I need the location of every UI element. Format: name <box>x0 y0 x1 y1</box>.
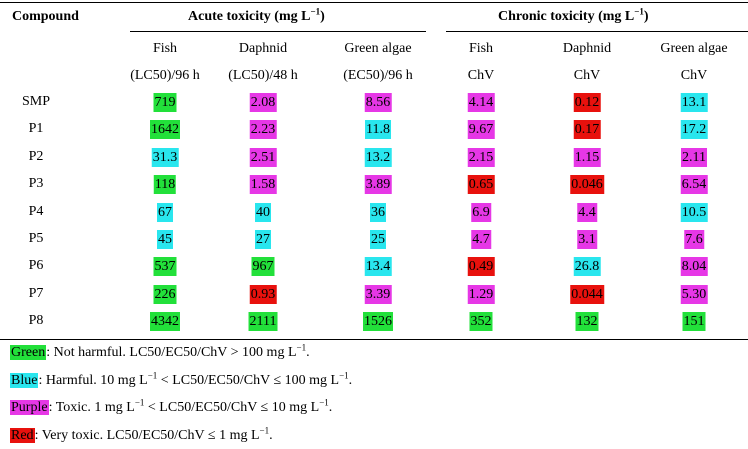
table-cell: 4.14 <box>467 93 495 112</box>
column-organism: Fish <box>468 41 494 56</box>
column-metric: (EC50)/96 h <box>343 68 413 83</box>
table-cell: 0.044 <box>570 284 604 304</box>
bottom-rule <box>0 339 748 340</box>
acute-underline <box>130 31 426 32</box>
row-label: P3 <box>28 176 44 192</box>
column-organism: Daphnid <box>562 41 612 56</box>
table-cell: 6.9 <box>471 202 491 222</box>
column-organism: Green algae <box>660 41 728 56</box>
table-cell: 2.15 <box>467 147 495 167</box>
legend-item: Red: Very toxic. LC50/EC50/ChV ≤ 1 mg L−… <box>10 424 273 443</box>
column-metric: (LC50)/96 h <box>130 68 200 83</box>
column-metric: ChV <box>467 68 495 83</box>
table-cell: 9.67 <box>467 120 495 140</box>
table-cell: 0.65 <box>467 175 495 195</box>
table-cell: 45 <box>157 230 173 249</box>
chronic-underline <box>446 31 748 32</box>
column-metric: ChV <box>573 68 601 83</box>
table-cell: 5.30 <box>680 284 708 304</box>
table-cell: 4342 <box>150 312 180 332</box>
header-acute: Acute toxicity (mg L−1) <box>188 6 325 24</box>
column-organism: Daphnid <box>238 41 288 56</box>
row-label: P5 <box>28 231 44 246</box>
table-cell: 151 <box>682 312 706 332</box>
table-cell: 2.51 <box>249 147 277 167</box>
table-cell: 13.1 <box>680 93 708 112</box>
row-label: P4 <box>28 203 44 219</box>
table-cell: 1642 <box>150 120 180 140</box>
column-organism: Green algae <box>344 41 412 56</box>
table-cell: 352 <box>469 312 493 332</box>
table-cell: 17.2 <box>680 120 708 140</box>
table-cell: 8.56 <box>364 93 392 112</box>
legend-item: Purple: Toxic. 1 mg L−1 < LC50/EC50/ChV … <box>10 397 333 415</box>
table-cell: 537 <box>153 257 177 277</box>
table-cell: 3.39 <box>364 284 392 304</box>
column-metric: ChV <box>680 68 708 83</box>
table-cell: 27 <box>255 230 271 249</box>
table-cell: 0.17 <box>573 120 601 140</box>
table-cell: 1.58 <box>249 175 277 195</box>
header-compound: Compound <box>12 9 79 24</box>
table-cell: 25 <box>370 230 386 249</box>
legend-swatch-word: Blue <box>10 372 39 388</box>
table-cell: 226 <box>153 284 177 304</box>
table-cell: 2.08 <box>249 93 277 112</box>
table-cell: 67 <box>157 202 173 222</box>
table-cell: 0.12 <box>573 93 601 112</box>
table-cell: 2.23 <box>249 120 277 140</box>
table-cell: 1.29 <box>467 284 495 304</box>
column-metric: (LC50)/48 h <box>228 68 298 83</box>
table-cell: 3.89 <box>364 175 392 195</box>
table-cell: 31.3 <box>151 147 179 167</box>
row-label: P7 <box>28 285 44 301</box>
row-label: P1 <box>28 121 44 137</box>
table-cell: 0.046 <box>570 175 604 195</box>
legend-swatch-word: Red <box>10 427 35 443</box>
legend-swatch-word: Purple <box>10 400 49 415</box>
table-cell: 132 <box>575 312 599 332</box>
table-cell: 26.8 <box>573 257 601 277</box>
table-cell: 967 <box>251 257 275 277</box>
table-cell: 13.4 <box>364 257 392 277</box>
legend-item: Blue: Harmful. 10 mg L−1 < LC50/EC50/ChV… <box>10 369 353 388</box>
table-cell: 3.1 <box>577 230 597 249</box>
table-cell: 36 <box>370 202 386 222</box>
table-cell: 6.54 <box>680 175 708 195</box>
table-cell: 719 <box>153 93 177 112</box>
table-cell: 13.2 <box>364 147 392 167</box>
table-cell: 7.6 <box>684 230 704 249</box>
table-cell: 40 <box>255 202 271 222</box>
table-cell: 4.4 <box>577 202 597 222</box>
column-organism: Fish <box>152 41 178 56</box>
row-label: SMP <box>21 94 51 109</box>
table-cell: 0.49 <box>467 257 495 277</box>
table-cell: 4.7 <box>471 230 491 249</box>
row-label: P2 <box>28 148 44 164</box>
legend-swatch-word: Green <box>10 345 47 360</box>
row-label: P8 <box>28 313 44 329</box>
table-cell: 2.11 <box>681 147 707 167</box>
table-cell: 10.5 <box>680 202 708 222</box>
row-label: P6 <box>28 258 44 274</box>
table-cell: 8.04 <box>680 257 708 277</box>
table-cell: 118 <box>153 175 177 195</box>
table-cell: 11.8 <box>365 120 391 140</box>
table-cell: 0.93 <box>249 284 277 304</box>
table-cell: 2111 <box>248 312 278 332</box>
header-chronic: Chronic toxicity (mg L−1) <box>498 6 649 24</box>
table-cell: 1526 <box>363 312 393 332</box>
legend-item: Green: Not harmful. LC50/EC50/ChV > 100 … <box>10 342 310 360</box>
top-rule <box>0 2 748 3</box>
table-cell: 1.15 <box>573 147 601 167</box>
